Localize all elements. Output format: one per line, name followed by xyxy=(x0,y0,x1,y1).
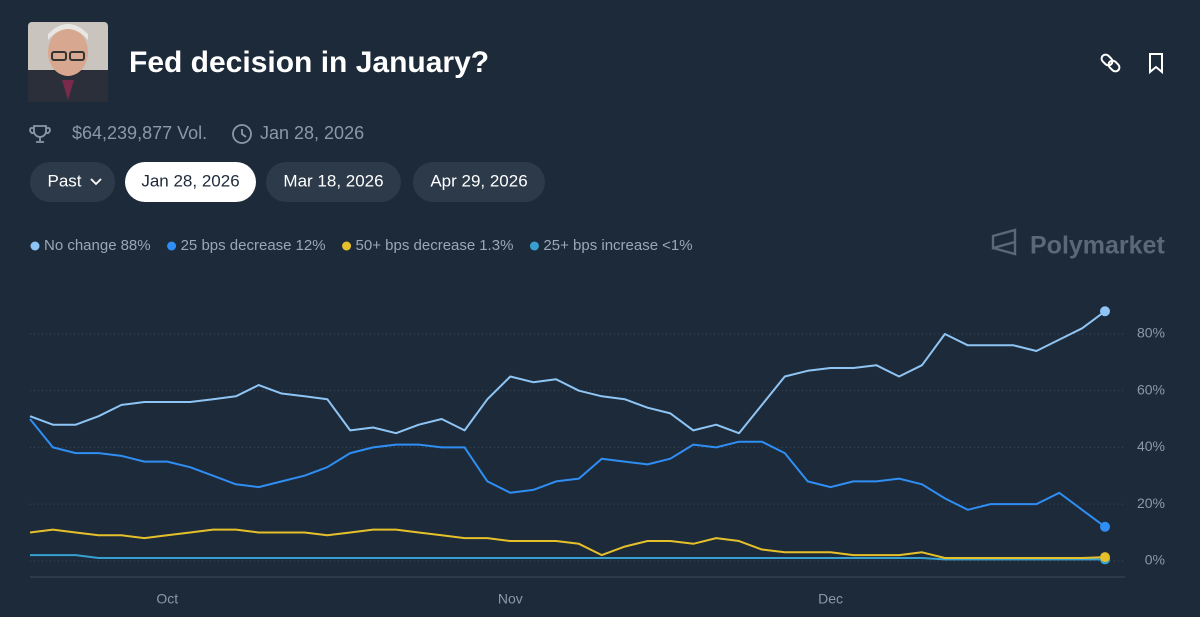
legend-dot xyxy=(529,241,539,251)
legend-dot xyxy=(342,241,352,251)
volume: $64,239,877 Vol. xyxy=(72,123,207,143)
end-dot xyxy=(1100,306,1110,317)
series-line xyxy=(29,528,1106,559)
y-tick-label: 60% xyxy=(1137,381,1165,397)
market-title: Fed decision in January? xyxy=(129,46,489,79)
legend-value: <1% xyxy=(662,237,692,254)
tab-label[interactable]: Apr 29, 2026 xyxy=(430,171,527,190)
x-tick-label: Oct xyxy=(156,591,178,607)
end-dot xyxy=(1100,552,1110,563)
brand-logo xyxy=(991,228,1017,256)
tab[interactable] xyxy=(413,162,545,202)
end-date: Jan 28, 2026 xyxy=(260,123,364,143)
legend-dot xyxy=(30,241,40,251)
end-dot xyxy=(1100,521,1110,532)
x-tick-label: Dec xyxy=(818,591,843,607)
legend-dot xyxy=(167,241,177,251)
tab[interactable] xyxy=(125,162,256,202)
legend-name: No change xyxy=(44,237,117,254)
brand: Polymarket xyxy=(1030,232,1165,260)
y-tick-label: 20% xyxy=(1137,495,1165,511)
legend-value: 12% xyxy=(296,237,326,254)
clock-icon xyxy=(232,124,252,144)
legend-value: 1.3% xyxy=(479,237,513,254)
series-line xyxy=(29,418,1106,528)
trophy-icon xyxy=(29,125,51,143)
avatar xyxy=(28,22,108,102)
tab-label[interactable]: Past xyxy=(47,171,81,190)
legend-name: 50+ bps decrease xyxy=(356,237,476,254)
y-tick-label: 80% xyxy=(1137,325,1165,341)
legend-name: 25+ bps increase xyxy=(543,237,658,254)
legend-name: 25 bps decrease xyxy=(181,237,292,254)
series-line xyxy=(29,310,1106,435)
y-tick-label: 40% xyxy=(1137,438,1165,454)
series-line xyxy=(30,554,1105,561)
link-button[interactable] xyxy=(1100,53,1121,73)
y-tick-label: 0% xyxy=(1145,552,1165,568)
chevron xyxy=(90,178,102,186)
tab[interactable] xyxy=(266,162,401,202)
bookmark-button[interactable] xyxy=(1149,53,1163,75)
tab[interactable] xyxy=(30,162,115,202)
tab-label[interactable]: Jan 28, 2026 xyxy=(141,171,239,190)
tab-label[interactable]: Mar 18, 2026 xyxy=(283,171,383,190)
x-tick-label: Nov xyxy=(498,591,523,607)
legend-value: 88% xyxy=(121,237,151,254)
